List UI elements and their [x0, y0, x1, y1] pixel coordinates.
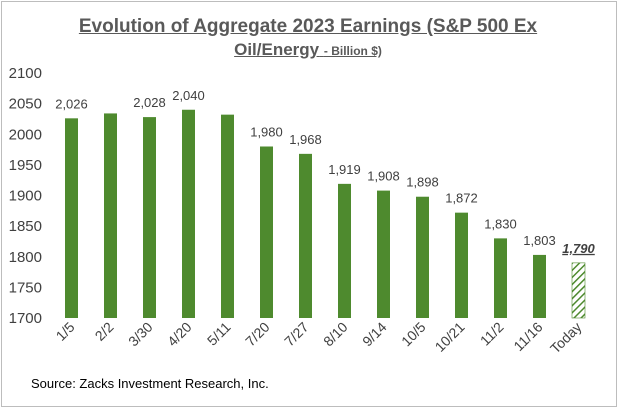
data-label: 2,028 [133, 95, 166, 110]
y-tick-label: 2050 [9, 96, 42, 113]
bar [182, 109, 195, 318]
bar-today [571, 262, 586, 319]
x-tick-label: 10/5 [398, 319, 429, 350]
data-label: 1,872 [445, 191, 478, 206]
x-tick-label: 7/27 [281, 319, 312, 350]
x-tick-label: Today [547, 319, 585, 357]
y-tick-label: 1700 [9, 310, 42, 327]
x-tick-label: 8/10 [320, 319, 351, 350]
data-label: 1,968 [289, 132, 322, 147]
y-tick-label: 1750 [9, 279, 42, 296]
bar [221, 114, 234, 319]
bar [416, 196, 429, 318]
data-label: 2,040 [172, 88, 205, 103]
bar [455, 212, 468, 318]
bar [260, 146, 273, 318]
y-tick-label: 1800 [9, 249, 42, 266]
bar [533, 254, 546, 318]
data-label: 1,919 [328, 162, 361, 177]
data-label: 1,898 [406, 175, 439, 190]
data-label: 1,803 [523, 233, 556, 248]
source-note: Source: Zacks Investment Research, Inc. [31, 376, 269, 391]
data-label: 1,830 [484, 216, 517, 231]
y-tick-label: 2100 [9, 65, 42, 82]
chart-title-main: Oil/Energy [234, 40, 320, 59]
x-tick-label: 1/5 [53, 319, 78, 344]
bar [143, 117, 156, 318]
y-tick-label: 1950 [9, 157, 42, 174]
y-tick-label: 1900 [9, 188, 42, 205]
x-tick-label: 2/2 [92, 319, 117, 344]
x-tick-label: 5/11 [204, 319, 234, 349]
x-tick-label: 11/16 [510, 319, 546, 355]
bar [65, 118, 78, 318]
y-tick-label: 2000 [9, 126, 42, 143]
x-tick-label: 9/14 [359, 319, 390, 350]
bar [494, 238, 507, 318]
x-tick-label: 10/21 [432, 319, 468, 355]
x-tick-label: 11/2 [477, 319, 507, 349]
chart-title-unit: - Billion $) [323, 44, 382, 58]
y-tick-label: 1850 [9, 218, 42, 235]
bar [104, 113, 117, 318]
bar [338, 183, 351, 318]
chart-title-line1: Evolution of Aggregate 2023 Earnings (S&… [78, 16, 538, 37]
data-label-today: 1,790 [562, 241, 595, 256]
x-tick-label: 3/30 [125, 319, 156, 350]
data-label: 2,026 [55, 96, 88, 111]
chart-title-line2: Oil/Energy - Billion $) [0, 40, 616, 60]
data-label: 1,980 [250, 125, 283, 140]
x-tick-label: 7/20 [242, 319, 273, 350]
bar [299, 153, 312, 318]
x-tick-label: 4/20 [164, 319, 195, 350]
data-label: 1,908 [367, 169, 400, 184]
bar [377, 190, 390, 318]
